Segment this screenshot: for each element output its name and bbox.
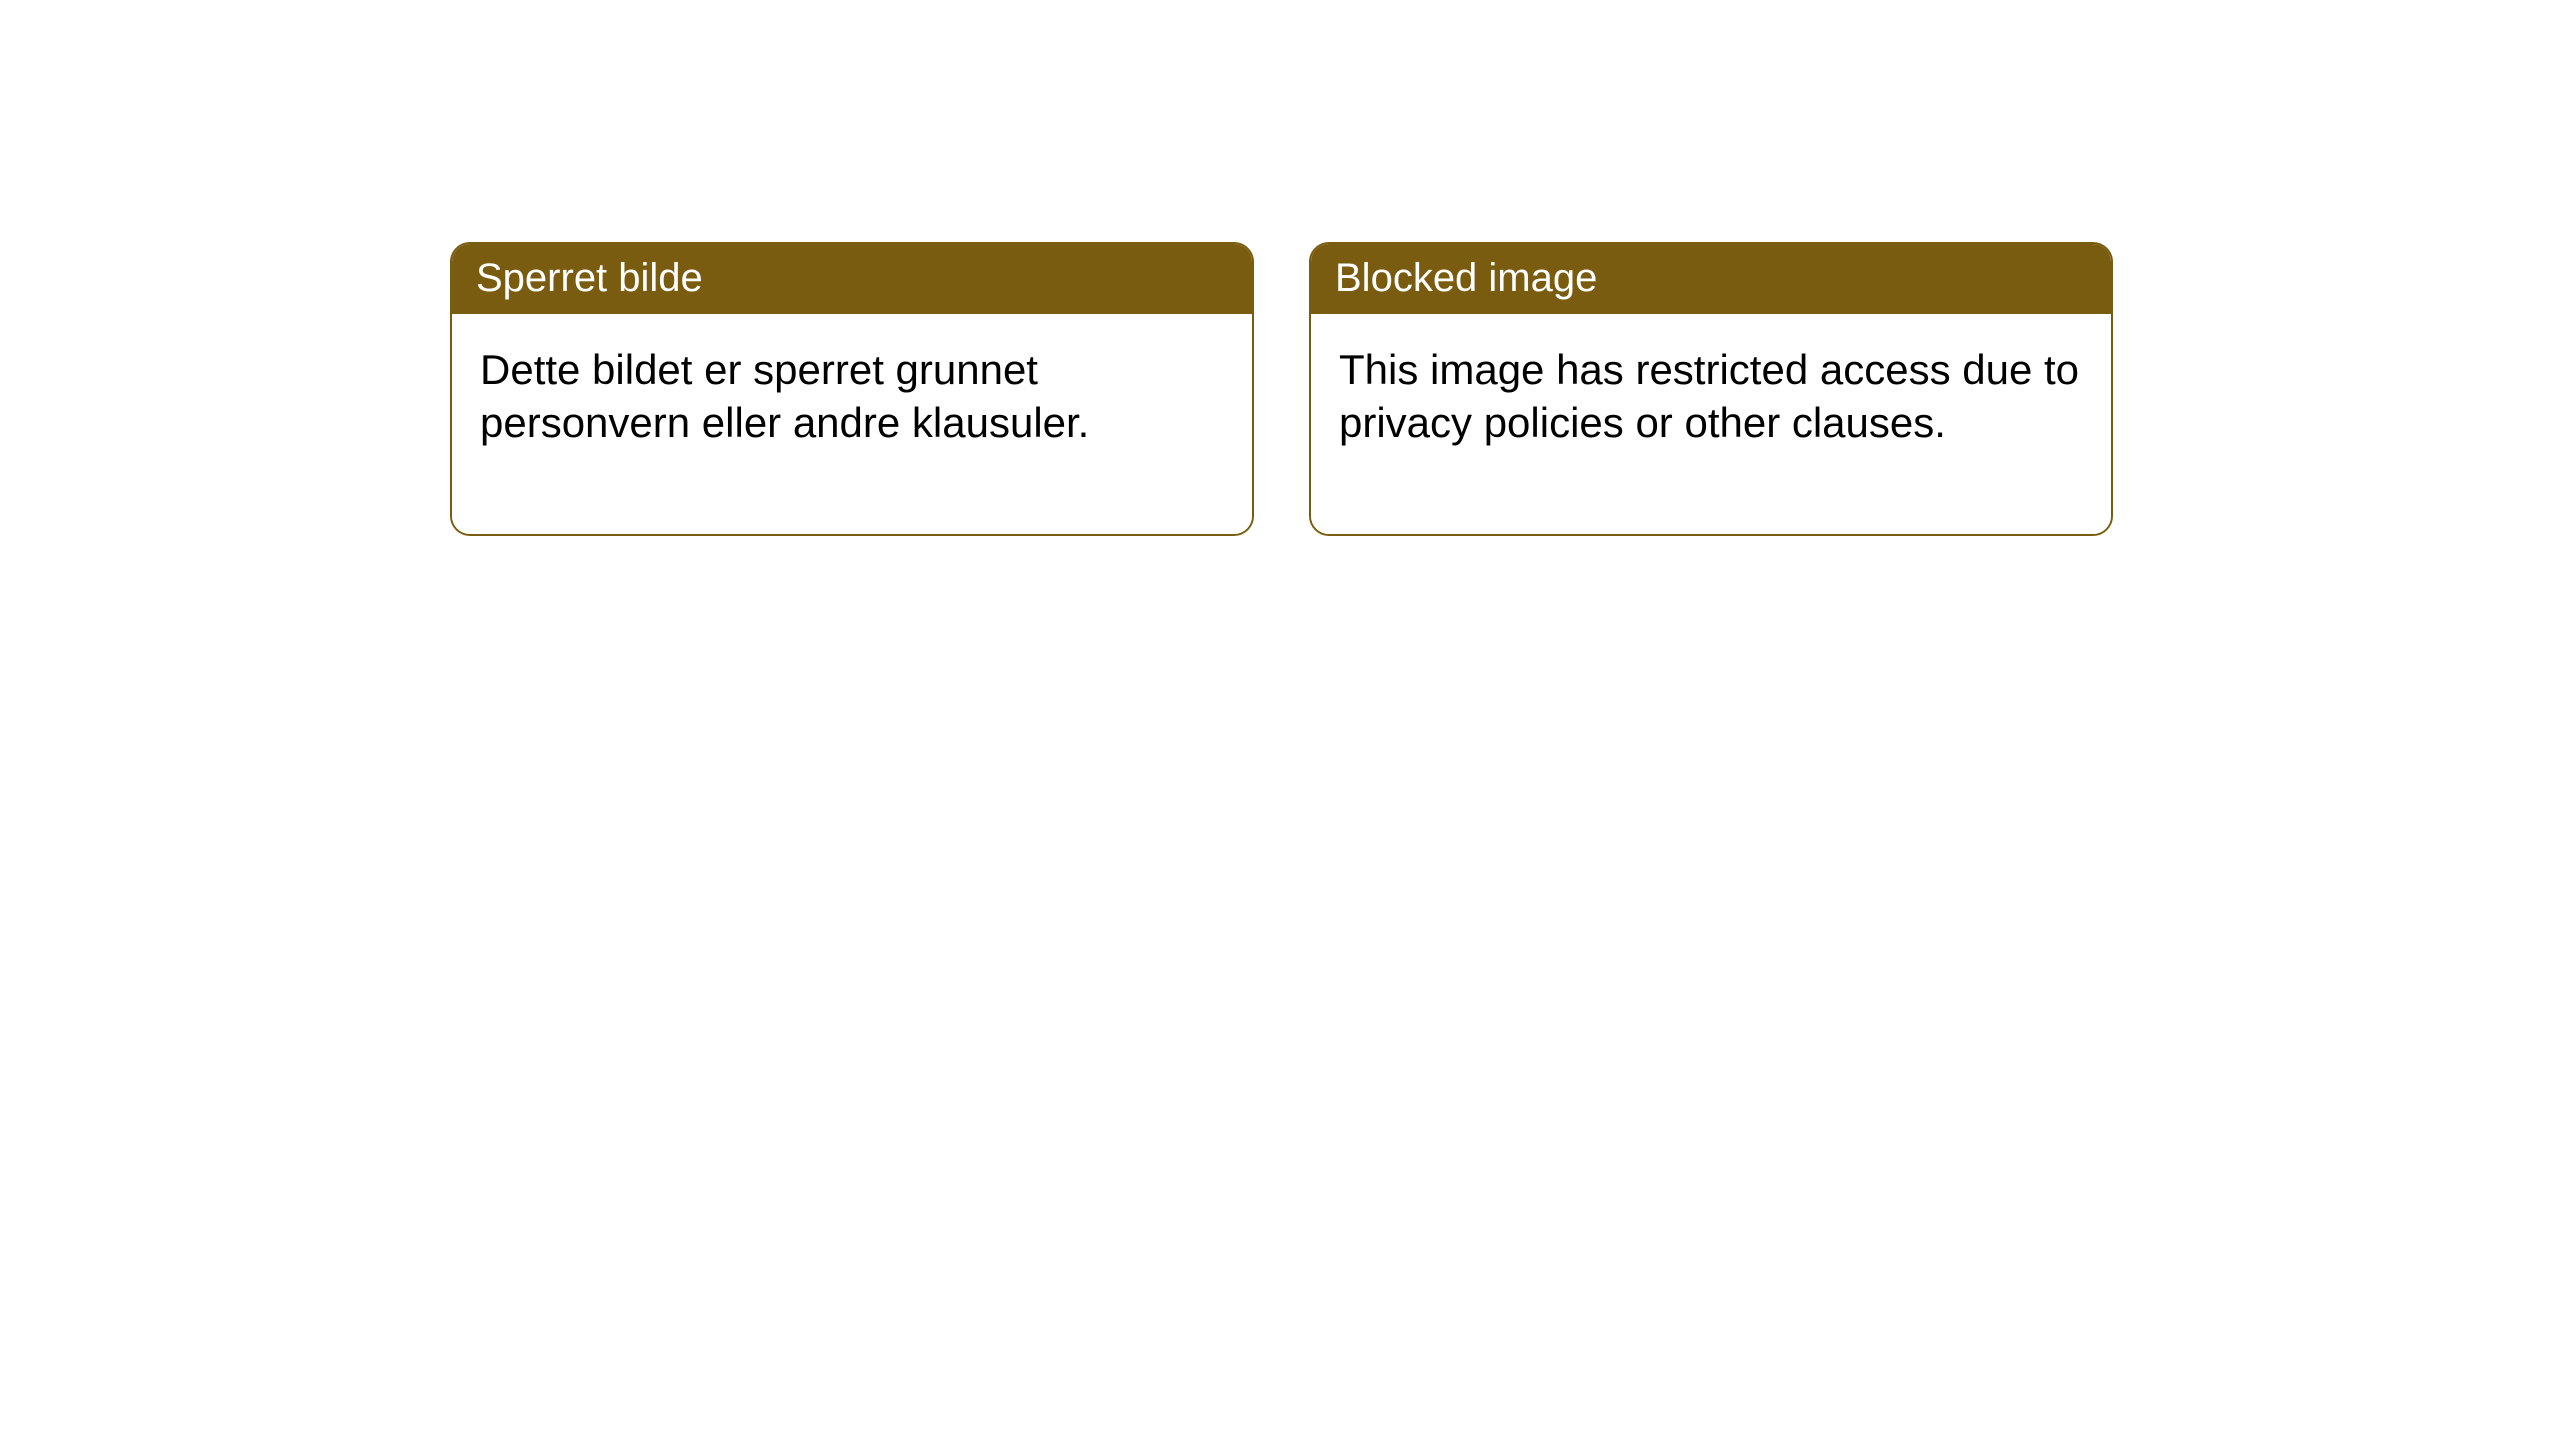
notice-card-norwegian: Sperret bilde Dette bildet er sperret gr… [450,242,1254,536]
notice-card-body: Dette bildet er sperret grunnet personve… [452,314,1252,534]
notice-card-title: Blocked image [1311,244,2111,314]
notice-card-body: This image has restricted access due to … [1311,314,2111,534]
notice-cards-row: Sperret bilde Dette bildet er sperret gr… [450,242,2113,536]
notice-card-english: Blocked image This image has restricted … [1309,242,2113,536]
notice-card-title: Sperret bilde [452,244,1252,314]
